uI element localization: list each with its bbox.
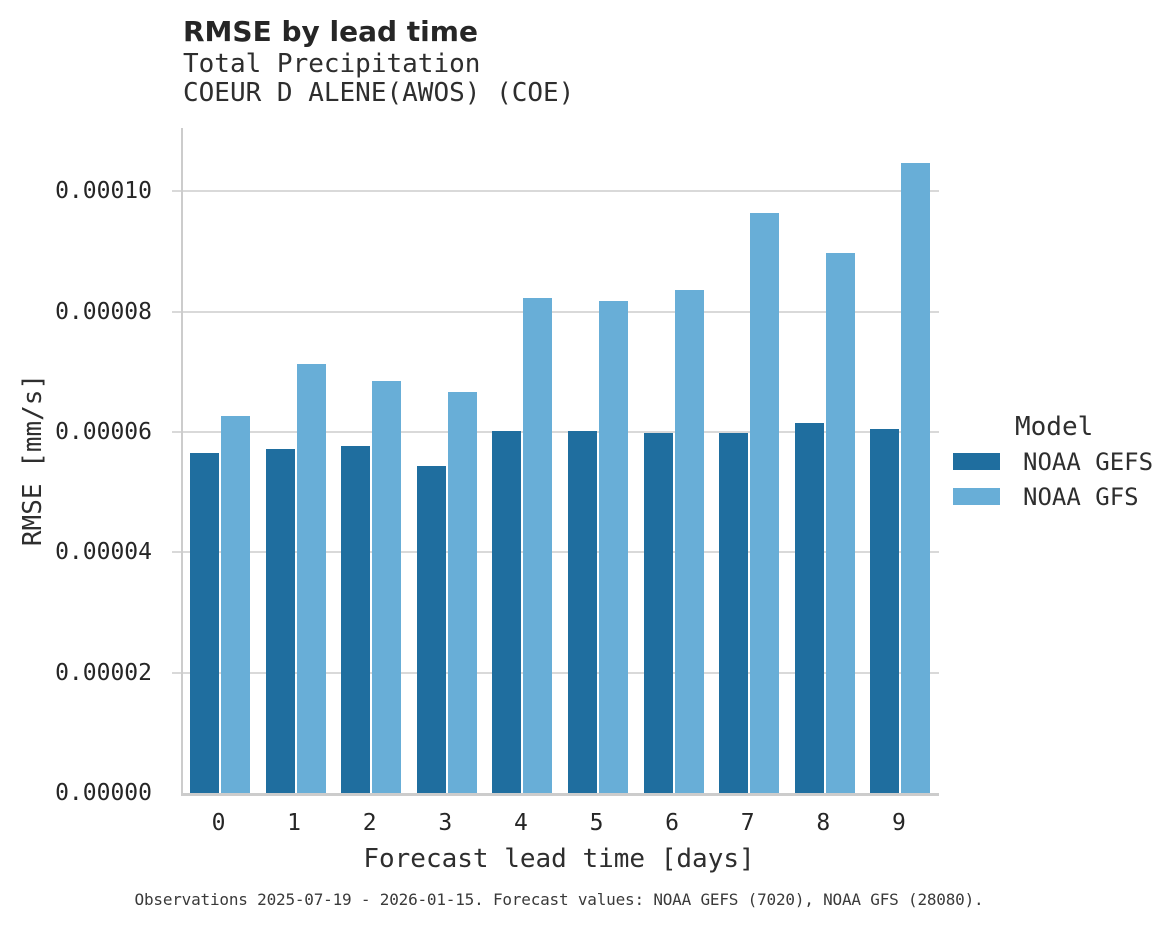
bar-noaa-gefs-day-6 bbox=[643, 433, 673, 793]
bar-noaa-gefs-day-1 bbox=[265, 449, 295, 793]
y-tick-mark-0.00010 bbox=[172, 190, 181, 193]
y-tick-mark-0.00006 bbox=[172, 430, 181, 433]
y-gridline-0.00002 bbox=[183, 671, 939, 674]
bar-noaa-gfs-day-4 bbox=[523, 298, 553, 793]
bar-noaa-gfs-day-1 bbox=[296, 364, 326, 793]
x-tick-label-0: 0 bbox=[211, 810, 226, 836]
legend-title: Model bbox=[1015, 412, 1094, 442]
x-tick-label-4: 4 bbox=[513, 810, 528, 836]
y-tick-mark-0.00004 bbox=[172, 551, 181, 554]
y-tick-label-0.00010: 0.00010 bbox=[55, 178, 152, 205]
bar-noaa-gfs-day-6 bbox=[674, 290, 704, 793]
legend-item-noaa-gfs: NOAA GFS bbox=[953, 485, 1168, 509]
y-tick-mark-0.00002 bbox=[172, 671, 181, 674]
bar-noaa-gefs-day-4 bbox=[492, 431, 522, 793]
bar-noaa-gefs-day-0 bbox=[190, 453, 219, 793]
x-tick-label-6: 6 bbox=[665, 810, 680, 836]
x-tick-label-7: 7 bbox=[740, 810, 755, 836]
bar-noaa-gefs-day-9 bbox=[870, 429, 900, 793]
y-tick-mark-0.00008 bbox=[172, 310, 181, 313]
x-tick-label-5: 5 bbox=[589, 810, 604, 836]
bar-noaa-gefs-day-2 bbox=[341, 446, 371, 793]
bar-noaa-gfs-day-7 bbox=[750, 213, 780, 793]
chart-title: RMSE by lead time bbox=[183, 15, 478, 48]
bar-noaa-gfs-day-3 bbox=[447, 392, 477, 793]
y-tick-label-0.00000: 0.00000 bbox=[55, 780, 152, 806]
bar-noaa-gefs-day-8 bbox=[794, 423, 824, 793]
y-gridline-0.00010 bbox=[183, 190, 939, 193]
y-gridline-0.00008 bbox=[183, 310, 939, 313]
chart-subtitle-variable: Total Precipitation bbox=[183, 49, 481, 79]
bar-noaa-gefs-day-7 bbox=[719, 433, 749, 793]
x-tick-label-9: 9 bbox=[891, 810, 906, 836]
x-tick-label-8: 8 bbox=[816, 810, 831, 836]
y-tick-label-0.00002: 0.00002 bbox=[55, 659, 152, 686]
bar-noaa-gfs-day-0 bbox=[221, 416, 250, 793]
x-tick-label-2: 2 bbox=[362, 810, 377, 836]
x-tick-label-3: 3 bbox=[438, 810, 453, 836]
chart-subtitle-station: COEUR D ALENE(AWOS) (COE) bbox=[183, 78, 575, 108]
bar-noaa-gefs-day-5 bbox=[568, 431, 597, 793]
legend-swatch-noaa-gfs bbox=[953, 488, 1000, 505]
legend-label-noaa-gefs: NOAA GEFS bbox=[1023, 448, 1154, 476]
x-axis-title: Forecast lead time [days] bbox=[363, 844, 755, 874]
y-gridline-0.00004 bbox=[183, 551, 939, 554]
bar-noaa-gfs-day-9 bbox=[901, 163, 931, 793]
y-tick-label-0.00008: 0.00008 bbox=[55, 298, 152, 325]
bar-noaa-gfs-day-8 bbox=[825, 253, 855, 793]
x-tick-label-1: 1 bbox=[287, 810, 302, 836]
bar-noaa-gefs-day-3 bbox=[416, 466, 446, 793]
bar-noaa-gfs-day-5 bbox=[599, 301, 628, 793]
legend-label-noaa-gfs: NOAA GFS bbox=[1023, 483, 1139, 511]
y-axis-title: RMSE [mm/s] bbox=[18, 373, 48, 547]
y-tick-label-0.00004: 0.00004 bbox=[55, 539, 152, 566]
legend-item-noaa-gefs: NOAA GEFS bbox=[953, 450, 1168, 474]
caption: Observations 2025-07-19 - 2026-01-15. Fo… bbox=[134, 890, 984, 909]
y-tick-label-0.00006: 0.00006 bbox=[55, 418, 152, 445]
y-gridline-0.00006 bbox=[183, 430, 939, 433]
plot-area bbox=[172, 128, 939, 796]
legend-swatch-noaa-gefs bbox=[953, 453, 1000, 470]
bar-noaa-gfs-day-2 bbox=[372, 381, 402, 793]
